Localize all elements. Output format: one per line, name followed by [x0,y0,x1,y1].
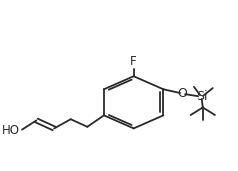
Text: O: O [177,87,187,100]
Text: F: F [130,55,137,68]
Text: Si: Si [196,90,208,103]
Text: HO: HO [2,124,20,137]
